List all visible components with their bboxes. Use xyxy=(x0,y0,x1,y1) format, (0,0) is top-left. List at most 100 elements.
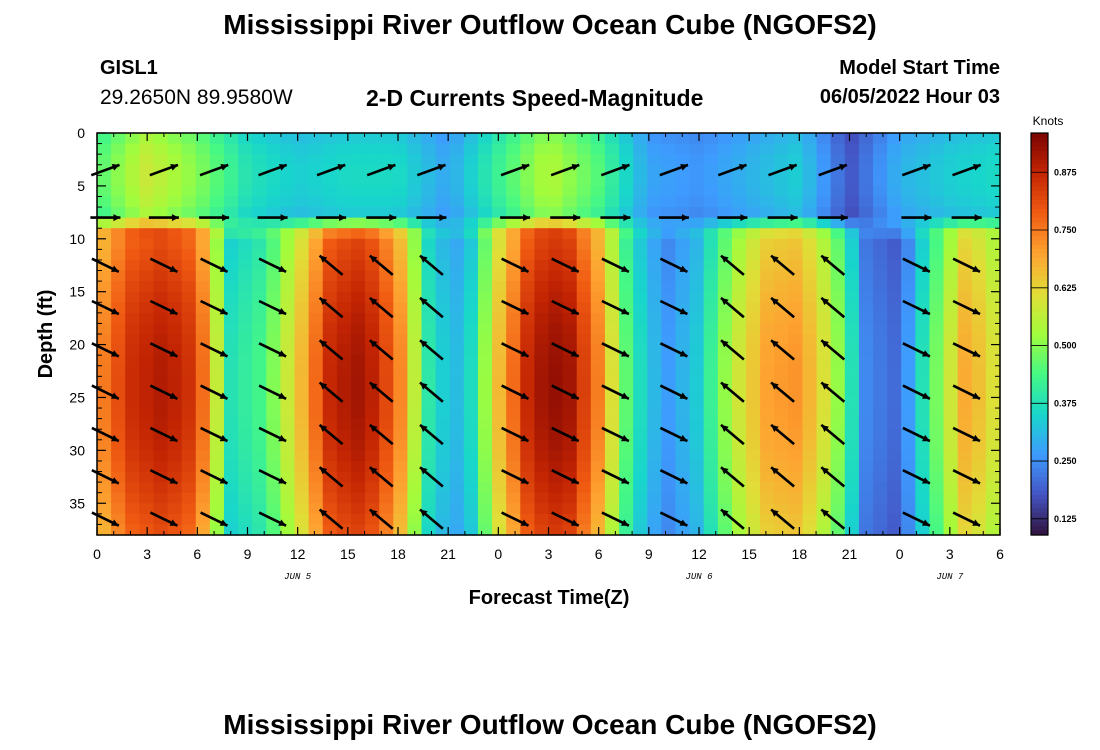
heatmap-cell xyxy=(294,312,310,325)
current-vector xyxy=(601,469,630,485)
heatmap-cell xyxy=(802,164,818,176)
heatmap-cell xyxy=(181,450,197,462)
heatmap-cell xyxy=(350,344,366,356)
heatmap-cell xyxy=(336,143,352,155)
heatmap-cell xyxy=(562,270,578,282)
heatmap-cell xyxy=(971,270,987,282)
heatmap-cell xyxy=(153,524,169,536)
heatmap-cell xyxy=(731,238,747,250)
heatmap-cell xyxy=(308,524,324,536)
heatmap-cell xyxy=(407,291,423,303)
heatmap-cell xyxy=(393,228,409,240)
heatmap-cell xyxy=(929,344,945,356)
heatmap-cell xyxy=(788,376,804,388)
heatmap-cell xyxy=(280,418,296,430)
heatmap-cell xyxy=(506,376,521,388)
heatmap-cell xyxy=(661,408,677,420)
heatmap-cell xyxy=(887,460,902,473)
heatmap-cell xyxy=(971,154,987,166)
heatmap-cell xyxy=(844,397,860,409)
colorbar-swatch xyxy=(1031,258,1048,264)
heatmap-cell xyxy=(308,185,324,198)
heatmap-cell xyxy=(929,207,945,219)
heatmap-cell xyxy=(689,482,705,494)
heatmap-cell xyxy=(887,513,902,526)
heatmap-cell xyxy=(562,281,578,293)
heatmap-cell xyxy=(844,503,860,515)
current-vector xyxy=(601,257,630,273)
heatmap-cell xyxy=(703,302,719,314)
heatmap-cell xyxy=(802,439,818,451)
heatmap-cell xyxy=(125,238,140,250)
heatmap-cell xyxy=(125,376,140,388)
heatmap-cell xyxy=(125,154,140,166)
heatmap-cell xyxy=(393,302,409,314)
heatmap-cell xyxy=(689,207,705,219)
heatmap-cell xyxy=(689,143,705,155)
heatmap-cell xyxy=(449,238,465,250)
heatmap-cell xyxy=(957,439,973,451)
current-vector xyxy=(720,381,745,403)
heatmap-cell xyxy=(590,323,606,335)
heatmap-cell xyxy=(929,323,945,335)
heatmap-cell xyxy=(703,196,719,208)
heatmap-cell xyxy=(731,355,747,367)
heatmap-cell xyxy=(308,365,324,377)
colorbar-swatch xyxy=(1031,235,1048,241)
heatmap-cell xyxy=(350,207,366,219)
current-vector xyxy=(952,511,981,527)
heatmap-cell xyxy=(167,291,183,303)
heatmap-cell xyxy=(294,429,310,441)
heatmap-cell xyxy=(379,397,394,409)
heatmap-cell xyxy=(816,228,832,240)
heatmap-cell xyxy=(985,143,1001,155)
heatmap-cell xyxy=(985,270,1001,282)
heatmap-cell xyxy=(97,281,112,293)
heatmap-cell xyxy=(195,196,211,208)
heatmap-cell xyxy=(830,418,846,430)
heatmap-cell xyxy=(717,291,733,303)
heatmap-cell xyxy=(788,175,804,187)
heatmap-cell xyxy=(167,418,183,430)
heatmap-cell xyxy=(689,281,705,293)
heatmap-cell xyxy=(929,281,945,293)
heatmap-cell xyxy=(223,228,239,240)
heatmap-cell xyxy=(901,217,916,229)
current-vector xyxy=(770,296,795,319)
heatmap-cell xyxy=(209,185,225,198)
heatmap-cell xyxy=(435,164,451,176)
heatmap-cell xyxy=(633,164,648,176)
heatmap-cell xyxy=(788,386,804,399)
heatmap-cell xyxy=(125,503,140,515)
current-vector xyxy=(419,508,444,530)
heatmap-cell xyxy=(971,344,987,356)
heatmap-cell xyxy=(238,386,253,399)
heatmap-cell xyxy=(379,344,394,356)
heatmap-cell xyxy=(915,228,931,240)
current-vector xyxy=(200,426,229,443)
heatmap-cell xyxy=(604,492,620,504)
heatmap-cell xyxy=(830,386,846,399)
heatmap-cell xyxy=(548,238,564,250)
x-tick-label: 6 xyxy=(996,546,1004,562)
current-vector xyxy=(659,257,688,273)
current-vector xyxy=(316,163,346,177)
heatmap-cell xyxy=(266,291,282,303)
heatmap-cell xyxy=(266,355,282,367)
heatmap-cell xyxy=(195,270,211,282)
heatmap-cell xyxy=(760,175,775,187)
heatmap-cell xyxy=(633,355,648,367)
heatmap-cell xyxy=(209,154,225,166)
heatmap-cell xyxy=(633,196,648,208)
heatmap-cell xyxy=(802,376,818,388)
x-tick-label: 3 xyxy=(946,546,954,562)
heatmap-cell xyxy=(449,503,465,515)
heatmap-cell xyxy=(675,460,691,473)
heatmap-cell xyxy=(407,450,423,462)
heatmap-cell xyxy=(901,450,916,462)
heatmap-cell xyxy=(604,344,620,356)
heatmap-cell xyxy=(689,302,705,314)
current-vector xyxy=(600,163,630,177)
heatmap-cell xyxy=(534,503,550,515)
heatmap-cell xyxy=(858,164,874,176)
